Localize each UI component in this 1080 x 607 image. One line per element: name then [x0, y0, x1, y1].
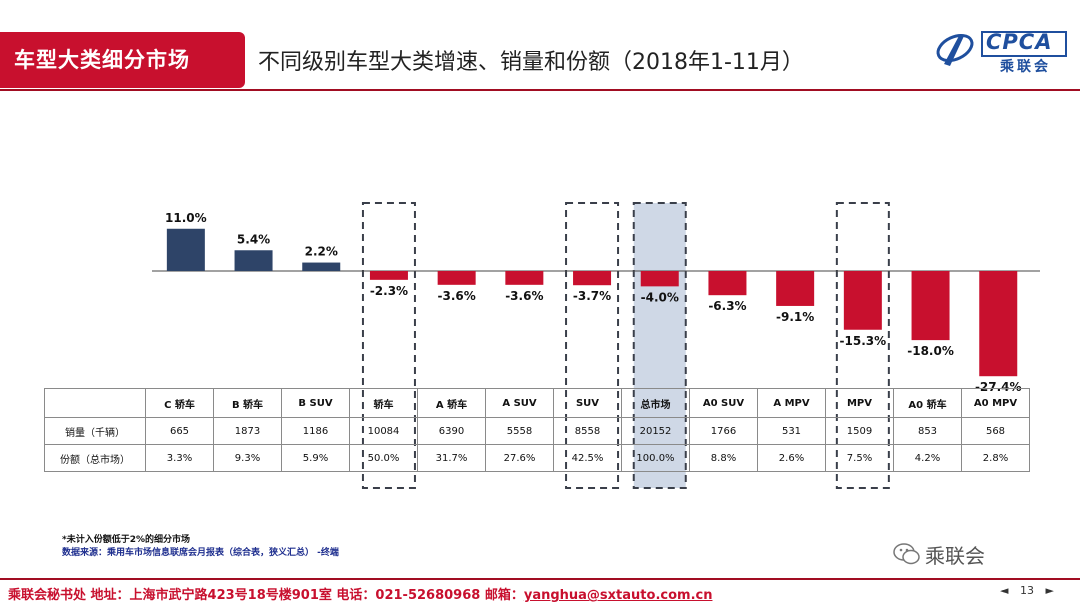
bar: [573, 271, 612, 286]
table-cell: 31.7%: [417, 444, 486, 472]
data-label: 5.4%: [237, 232, 270, 246]
bar: [505, 271, 544, 285]
table-cell: 27.6%: [485, 444, 554, 472]
data-label: -9.1%: [776, 310, 814, 324]
category-label: A0 轿车: [893, 388, 962, 418]
table-cell: 7.5%: [825, 444, 894, 472]
data-label: -6.3%: [708, 299, 746, 313]
row-label: 销量（千辆）: [44, 417, 146, 445]
row-label: 份额（总市场）: [44, 444, 146, 472]
data-label: -18.0%: [907, 344, 954, 358]
footnote: *未计入份额低于2%的细分市场: [62, 535, 190, 545]
category-label: 轿车: [349, 388, 418, 418]
bar: [708, 271, 747, 296]
table-cell: 20152: [621, 417, 690, 445]
data-label: -2.3%: [370, 284, 408, 298]
data-label: -3.6%: [438, 289, 476, 303]
data-label: -15.3%: [840, 334, 887, 348]
highlight-box: [361, 202, 416, 489]
category-label: A0 SUV: [689, 388, 758, 418]
bar: [979, 271, 1018, 377]
category-label: B 轿车: [213, 388, 282, 418]
pager: ◄ 13 ►: [996, 584, 1058, 597]
data-label: 11.0%: [165, 211, 207, 225]
bar: [776, 271, 815, 306]
logo-subtext: 乘联会: [1000, 59, 1051, 75]
table-cell: 6390: [417, 417, 486, 445]
section-header-bar: [0, 32, 245, 88]
table-cell: 568: [961, 417, 1030, 445]
category-label: C 轿车: [145, 388, 214, 418]
table-cell: 2.8%: [961, 444, 1030, 472]
table-cell: 4.2%: [893, 444, 962, 472]
section-title: 车型大类细分市场: [14, 48, 190, 72]
table-corner-cell: [44, 388, 146, 418]
bar: [234, 250, 273, 271]
bar: [302, 262, 341, 271]
table-cell: 9.3%: [213, 444, 282, 472]
category-label: SUV: [553, 388, 622, 418]
category-label: MPV: [825, 388, 894, 418]
bar: [640, 271, 679, 287]
table-cell: 1766: [689, 417, 758, 445]
data-label: -3.6%: [505, 289, 543, 303]
page-number: 13: [1019, 584, 1034, 597]
slide-title: 不同级别车型大类增速、销量和份额（2018年1-11月）: [258, 50, 804, 75]
next-page-icon[interactable]: ►: [1045, 584, 1054, 597]
bar: [166, 228, 205, 271]
cpca-logo-icon: [936, 31, 1067, 66]
category-label: B SUV: [281, 388, 350, 418]
table-cell: 1186: [281, 417, 350, 445]
bar: [437, 271, 476, 285]
data-label: -3.7%: [573, 289, 611, 303]
logo-text: CPCA: [986, 30, 1053, 54]
table-cell: 2.6%: [757, 444, 826, 472]
category-label: 总市场: [621, 388, 690, 418]
footer-address: 乘联会秘书处 地址：上海市武宁路423号18号楼901室 电话：021-5268…: [8, 588, 524, 603]
table-cell: 50.0%: [349, 444, 418, 472]
footer-divider: [0, 578, 1080, 580]
table-cell: 1873: [213, 417, 282, 445]
table-row: 份额（总市场） 3.3% 9.3% 5.9% 50.0% 31.7% 27.6% 42.5% 1…: [44, 444, 1030, 472]
table-row: 销量（千辆） 665 1873 1186 10084 6390 5558 8558 20152 1…: [44, 417, 1030, 445]
data-table: C 轿车 B 轿车 B SUV 轿车 A 轿车 A SUV SUV 总市场 A0 SUV A MP…: [44, 388, 1030, 472]
watermark: 乘联会: [925, 544, 985, 568]
table-cell: 42.5%: [553, 444, 622, 472]
table-cell: 665: [145, 417, 214, 445]
table-cell: 3.3%: [145, 444, 214, 472]
table-cell: 531: [757, 417, 826, 445]
bar: [843, 271, 882, 330]
category-label: A0 MPV: [961, 388, 1030, 418]
table-cell: 8558: [553, 417, 622, 445]
category-label: A SUV: [485, 388, 554, 418]
table-cell: 1509: [825, 417, 894, 445]
footer-contact: 乘联会秘书处 地址：上海市武宁路423号18号楼901室 电话：021-5268…: [8, 584, 712, 603]
wechat-icon: [893, 543, 920, 565]
header-divider: [0, 89, 1080, 91]
prev-page-icon[interactable]: ◄: [1000, 584, 1009, 597]
highlight-box: [565, 202, 620, 489]
table-header-row: C 轿车 B 轿车 B SUV 轿车 A 轿车 A SUV SUV 总市场 A0 SUV A MP…: [44, 388, 1030, 418]
bar: [369, 271, 408, 280]
category-label: A 轿车: [417, 388, 486, 418]
footer-email-link[interactable]: yanghua@sxtauto.com.cn: [523, 588, 713, 603]
table-cell: 100.0%: [621, 444, 690, 472]
data-label: 2.2%: [305, 245, 338, 259]
table-cell: 5.9%: [281, 444, 350, 472]
table-cell: 853: [893, 417, 962, 445]
highlight-box: [835, 202, 890, 489]
category-label: A MPV: [757, 388, 826, 418]
table-cell: 5558: [485, 417, 554, 445]
data-source: 数据来源：乘用车市场信息联席会月报表（综合表，狭义汇总） -终端: [62, 548, 339, 558]
table-cell: 8.8%: [689, 444, 758, 472]
data-label: -4.0%: [641, 290, 679, 304]
bar: [911, 271, 950, 341]
table-cell: 10084: [349, 417, 418, 445]
